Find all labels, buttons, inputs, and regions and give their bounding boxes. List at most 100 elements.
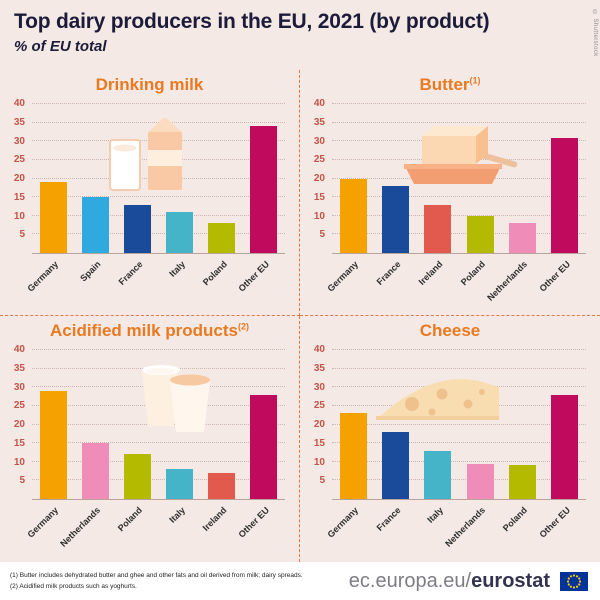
x-label-slot: Ireland (201, 501, 243, 559)
bar-germany (39, 182, 67, 253)
gridline (32, 121, 285, 123)
x-label-slot: France (116, 255, 158, 313)
gridline (32, 233, 285, 235)
bar-netherlands (466, 463, 494, 499)
butter-dish-and-knife-icon (404, 126, 518, 184)
gridline (332, 479, 586, 481)
bar-slot (501, 104, 543, 253)
bar-slot (201, 350, 243, 499)
x-label-slot: Poland (201, 255, 243, 313)
bar-france (381, 431, 409, 499)
footer-url-eurostat: eurostat (471, 569, 550, 592)
plot-area (32, 349, 285, 500)
x-label-slot: Ireland (417, 255, 459, 313)
x-label-italy: Italy (166, 259, 187, 279)
chart-butter: Butter(1) 5 10 15 20 25 30 35 40 Germany France I… (300, 70, 600, 316)
cheese-wedge-icon (376, 379, 499, 420)
y-axis: 5 10 15 20 25 30 35 40 (300, 98, 330, 254)
y-axis: 5 10 15 20 25 30 35 40 (0, 344, 30, 500)
bar-slot (243, 350, 285, 499)
plot-area (32, 103, 285, 254)
bar-slot (243, 104, 285, 253)
x-label-germany: Germany (325, 505, 361, 540)
bar-poland (466, 215, 494, 253)
chart-title-footnote-ref: (1) (469, 75, 481, 86)
x-label-slot: Poland (459, 255, 501, 313)
chart-drinking-milk: Drinking milk 5 10 15 20 25 30 35 40 Germany Spa… (0, 70, 300, 316)
y-tick-label: 35 (313, 116, 325, 128)
x-label-poland: Poland (116, 505, 145, 534)
bars (32, 350, 285, 499)
y-tick-label: 30 (313, 135, 325, 147)
bar-spain (81, 197, 109, 253)
x-label-slot: Other EU (537, 501, 586, 559)
y-tick-label: 20 (313, 173, 325, 184)
gridline (332, 367, 586, 369)
milk-carton-and-glass-icon (109, 117, 182, 191)
bar-poland (123, 454, 151, 499)
bar-germany (339, 178, 367, 253)
bar-other-eu (551, 394, 579, 499)
bar-other-eu (551, 137, 579, 253)
bar-ireland (208, 472, 236, 499)
chart-title-acidified-milk-products: Acidified milk products(2) (0, 321, 299, 341)
x-label-slot: Italy (159, 501, 201, 559)
x-label-ireland: Ireland (416, 259, 445, 287)
gridline (32, 479, 285, 481)
footnote-2: (2) Acidified milk products such as yogh… (10, 583, 137, 590)
bars (332, 350, 586, 499)
y-tick-label: 40 (313, 344, 325, 355)
bar-slot (74, 104, 116, 253)
gridline (332, 460, 586, 462)
bar-france (123, 204, 151, 253)
x-label-france: France (374, 259, 403, 287)
bar-slot (374, 104, 416, 253)
gridline (332, 196, 586, 198)
bar-other-eu (250, 394, 278, 499)
bar-slot (459, 350, 501, 499)
x-label-slot: France (374, 501, 416, 559)
bar-slot (417, 104, 459, 253)
y-tick-label: 20 (313, 419, 325, 430)
y-tick-label: 40 (13, 98, 25, 109)
bar-slot (32, 350, 74, 499)
footnote-1: (1) Butter includes dehydrated butter an… (10, 571, 303, 579)
x-label-france: France (374, 505, 403, 533)
x-label-ireland: Ireland (200, 505, 229, 533)
y-tick-label: 5 (19, 475, 25, 487)
bar-ireland (424, 204, 452, 253)
chart-title-footnote-ref: (2) (237, 321, 249, 332)
y-tick-label: 30 (13, 135, 25, 147)
x-label-slot: Germany (25, 501, 74, 559)
x-labels: Germany Spain France Italy Poland Other EU (25, 255, 285, 313)
x-label-spain: Spain (77, 259, 103, 284)
x-label-slot: Poland (501, 501, 543, 559)
x-label-slot: Spain (74, 255, 116, 313)
x-label-slot: Germany (326, 255, 374, 313)
chart-acidified-milk-products: Acidified milk products(2) 5 10 15 20 25 30 35… (0, 316, 300, 562)
bar-slot (116, 350, 158, 499)
y-tick-label: 15 (313, 191, 325, 203)
x-label-italy: Italy (166, 505, 187, 525)
bar-slot (459, 104, 501, 253)
bar-slot (116, 104, 158, 253)
bar-other-eu (250, 126, 278, 253)
bar-slot (417, 350, 459, 499)
bar-slot (159, 350, 201, 499)
y-axis: 5 10 15 20 25 30 35 40 (0, 98, 30, 254)
chart-cheese: Cheese 5 10 15 20 25 30 35 40 Germany France Ital… (300, 316, 600, 562)
x-label-slot: France (374, 255, 416, 313)
bar-germany (39, 390, 67, 499)
yogurt-cups-icon (142, 365, 210, 432)
bar-slot (544, 104, 586, 253)
y-tick-label: 25 (313, 400, 325, 412)
x-label-poland: Poland (501, 505, 530, 534)
footer-url[interactable]: ec.europa.eu/eurostat (349, 570, 550, 593)
bar-italy (166, 469, 194, 499)
chart-title-text: Butter (419, 75, 470, 94)
y-tick-label: 10 (313, 210, 325, 222)
bar-germany (339, 413, 367, 499)
y-tick-label: 25 (313, 154, 325, 166)
chart-title-drinking-milk: Drinking milk (0, 75, 299, 95)
y-tick-label: 10 (313, 456, 325, 468)
